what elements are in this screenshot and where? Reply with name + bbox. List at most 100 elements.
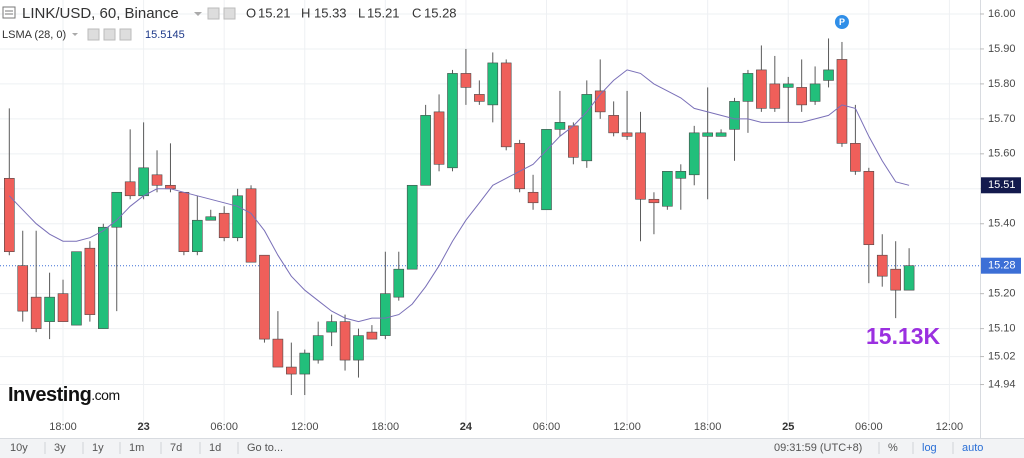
candle-body — [312, 335, 324, 361]
x-tick-label: 06:00 — [855, 421, 883, 433]
candle-body — [272, 338, 284, 368]
candle-body — [608, 115, 619, 134]
option-button[interactable]: log — [922, 442, 937, 454]
candle-body — [581, 94, 593, 162]
candle-body — [487, 62, 499, 106]
remove-icon[interactable] — [119, 28, 132, 41]
hide-icon[interactable] — [223, 7, 236, 20]
candle-body — [742, 73, 754, 102]
candle-body — [675, 171, 687, 179]
candle-body — [111, 191, 123, 228]
candle-body — [393, 268, 405, 298]
dropdown-icon[interactable] — [72, 33, 78, 36]
candle-body — [769, 83, 781, 109]
marker: P — [839, 17, 845, 27]
range-button[interactable]: 7d — [170, 442, 182, 454]
candle-body — [836, 59, 848, 144]
y-tick-label: 16.00 — [988, 8, 1016, 20]
y-tick-label: 15.40 — [988, 218, 1016, 230]
candle-body — [876, 254, 888, 277]
dropdown-icon[interactable] — [194, 12, 202, 16]
indicator-name: LSMA (28, 0) — [2, 29, 66, 41]
price-label: 15.28 — [988, 260, 1016, 272]
candle-body — [527, 191, 539, 204]
candle-body — [406, 184, 418, 270]
candle-body — [17, 265, 29, 312]
option-button[interactable]: auto — [962, 442, 983, 454]
hide-icon[interactable] — [87, 28, 100, 41]
x-tick-label: 06:00 — [533, 421, 561, 433]
candle-body — [635, 132, 646, 200]
candle-body — [259, 254, 270, 340]
candle-body — [57, 293, 69, 322]
overlay: LINK/USD, 60, Binance LSMA (28, 0) 15.51… — [2, 5, 1021, 454]
candle-body — [809, 83, 821, 102]
candle-body — [688, 132, 700, 176]
ohlc-label: O — [246, 5, 256, 20]
candle-body — [98, 226, 109, 329]
y-tick-label: 15.70 — [988, 113, 1016, 125]
candle-body — [44, 296, 55, 322]
settings-icon[interactable] — [207, 7, 220, 20]
candle-body — [326, 321, 337, 333]
candle-body — [460, 73, 472, 88]
range-button[interactable]: 1y — [92, 442, 104, 454]
range-button[interactable]: 1m — [129, 442, 144, 454]
candle-body — [232, 195, 243, 239]
candle-body — [205, 216, 217, 221]
collapse-icon[interactable] — [2, 6, 16, 19]
range-button[interactable]: Go to... — [247, 442, 283, 454]
price-label-bg — [981, 257, 1021, 274]
x-tick-label: 12:00 — [291, 421, 319, 433]
candle-body — [756, 69, 767, 109]
indicator-line — [8, 69, 910, 323]
candle-body — [447, 73, 458, 169]
x-tick-label: 23 — [137, 421, 149, 433]
candle-body — [554, 122, 566, 130]
settings-icon[interactable] — [103, 28, 116, 41]
candle-body — [192, 219, 203, 253]
candle-body — [165, 184, 176, 190]
candle-body — [366, 331, 378, 340]
candle-body — [702, 132, 713, 137]
candle-body — [662, 171, 673, 207]
x-tick-label: 12:00 — [936, 421, 964, 433]
x-tick-label: 24 — [460, 421, 473, 433]
candle-body — [218, 212, 230, 239]
range-button[interactable]: 1d — [209, 442, 221, 454]
candle-body — [178, 191, 190, 253]
x-tick-label: 18:00 — [49, 421, 77, 433]
range-button[interactable]: 10y — [10, 442, 28, 454]
candle-body — [850, 143, 861, 172]
price-label-bg — [981, 177, 1021, 194]
candle-body — [124, 181, 136, 197]
candle-body — [782, 83, 794, 88]
candle-body — [715, 132, 727, 137]
candle-body — [420, 115, 431, 186]
indicator-value: 15.5145 — [145, 29, 185, 41]
y-tick-label: 15.02 — [988, 350, 1016, 362]
x-tick-label: 18:00 — [372, 421, 400, 433]
range-button[interactable]: 3y — [54, 442, 66, 454]
ohlc-label: C — [412, 5, 421, 20]
candle-body — [903, 265, 915, 291]
clock: 09:31:59 (UTC+8) — [774, 442, 862, 454]
y-tick-label: 15.20 — [988, 288, 1016, 300]
y-tick-label: 15.80 — [988, 78, 1016, 90]
candle-body — [648, 198, 660, 204]
candle-body — [500, 62, 512, 148]
candle-body — [890, 268, 901, 291]
chart-title: LINK/USD, 60, Binance — [22, 5, 179, 22]
logo-name: Investing — [8, 384, 91, 406]
marker-bg — [834, 15, 849, 29]
logo-suffix: .com — [91, 387, 119, 403]
logo: Investing.com — [8, 384, 120, 406]
option-button[interactable]: % — [888, 442, 898, 454]
candle-body — [474, 94, 485, 102]
candle-body — [514, 143, 525, 190]
ohlc-value: 15.21 — [367, 5, 400, 20]
x-tick-label: 06:00 — [210, 421, 238, 433]
x-tick-label: 25 — [782, 421, 794, 433]
candle-body — [729, 101, 740, 130]
